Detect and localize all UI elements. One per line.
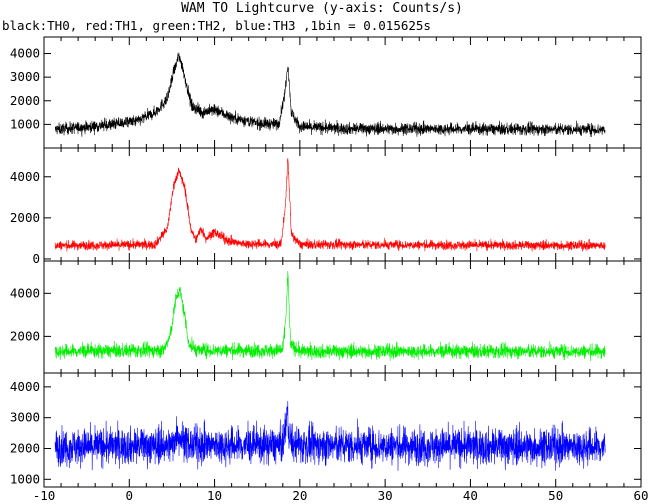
x-tick-label: 20 <box>292 488 307 503</box>
y-tick-label-th2: 2000 <box>10 328 40 343</box>
x-tick-label: 10 <box>207 488 222 503</box>
x-tick-label: 40 <box>463 488 478 503</box>
y-tick-label-th0: 3000 <box>10 69 40 84</box>
y-tick-label-th3: 2000 <box>10 440 40 455</box>
y-tick-label-th0: 2000 <box>10 93 40 108</box>
series-line-th0 <box>54 52 606 138</box>
series-line-th3 <box>54 400 606 471</box>
x-tick-label: 50 <box>548 488 563 503</box>
y-tick-label-th1: 0 <box>32 251 40 266</box>
series-line-th1 <box>54 158 606 252</box>
y-tick-label-th3: 3000 <box>10 410 40 425</box>
y-tick-label-th0: 4000 <box>10 46 40 61</box>
x-tick-label: 0 <box>126 488 134 503</box>
y-tick-label-th3: 1000 <box>10 471 40 486</box>
y-tick-label-th1: 4000 <box>10 169 40 184</box>
panels-group: 1000200030004000020004000200040001000200… <box>10 36 649 503</box>
y-tick-label-th0: 1000 <box>10 116 40 131</box>
panel-frame-th3 <box>43 372 642 488</box>
x-tick-label: 60 <box>633 488 648 503</box>
y-tick-label-th1: 2000 <box>10 210 40 225</box>
series-line-th2 <box>54 270 606 362</box>
y-tick-label-th3: 4000 <box>10 379 40 394</box>
chart-subtitle: black:TH0, red:TH1, green:TH2, blue:TH3 … <box>2 18 431 33</box>
x-tick-label: 30 <box>378 488 393 503</box>
chart-title: WAM TO Lightcurve (y-axis: Counts/s) <box>181 1 463 16</box>
y-tick-label-th2: 4000 <box>10 285 40 300</box>
x-tick-label: -10 <box>33 488 56 503</box>
